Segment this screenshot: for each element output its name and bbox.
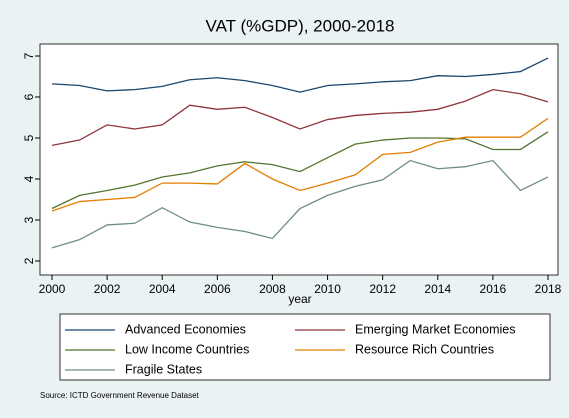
legend-label: Resource Rich Countries	[355, 342, 494, 356]
y-tick-label: 6	[22, 93, 36, 100]
legend-label: Emerging Market Economies	[355, 322, 515, 336]
y-tick-label: 4	[22, 175, 36, 182]
series-line	[51, 159, 549, 249]
series-line	[51, 131, 549, 210]
legend-label: Advanced Economies	[125, 322, 246, 336]
x-tick-label: 2004	[149, 282, 176, 296]
x-tick-label: 2018	[535, 282, 562, 296]
x-tick-label: 2000	[39, 282, 66, 296]
series-line	[51, 88, 549, 147]
legend-label: Fragile States	[125, 362, 202, 376]
series-line	[51, 57, 549, 93]
legend-box	[59, 313, 551, 381]
source-note: Source: ICTD Government Revenue Dataset	[40, 391, 200, 400]
y-tick-label: 2	[22, 257, 36, 264]
y-tick-label: 5	[22, 134, 36, 141]
x-tick-label: 2002	[94, 282, 121, 296]
series-line	[51, 117, 549, 212]
y-tick-label: 3	[22, 216, 36, 223]
plot-area	[39, 43, 559, 276]
x-tick-label: 2008	[259, 282, 286, 296]
x-tick-label: 2006	[204, 282, 231, 296]
x-tick-label: 2012	[369, 282, 396, 296]
x-tick-label: 2016	[480, 282, 507, 296]
legend-label: Low Income Countries	[125, 342, 249, 356]
x-axis-label: year	[288, 292, 311, 306]
chart-title: VAT (%GDP), 2000-2018	[206, 16, 395, 35]
x-tick-label: 2014	[424, 282, 451, 296]
x-tick-label: 2010	[314, 282, 341, 296]
y-tick-label: 7	[22, 52, 36, 59]
